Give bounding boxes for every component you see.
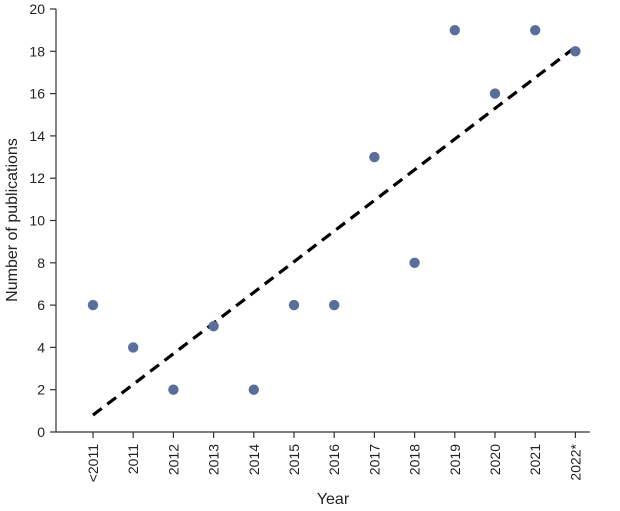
x-tick-label: 2019 <box>447 444 463 475</box>
trendline-layer <box>92 45 577 417</box>
x-tick-label: 2017 <box>366 444 382 475</box>
x-tick-label: 2014 <box>246 444 262 475</box>
x-tick-label: 2012 <box>165 444 181 475</box>
y-ticks: 0 2 4 6 8 10 12 14 16 18 20 <box>29 1 56 440</box>
y-tick-label: 6 <box>37 297 45 313</box>
y-tick-label: 8 <box>37 255 45 271</box>
data-point <box>329 299 340 311</box>
data-point <box>449 24 460 36</box>
x-tick-label: 2013 <box>206 444 222 475</box>
y-tick-label: 4 <box>37 339 45 355</box>
y-tick-label: 20 <box>29 1 45 17</box>
y-tick-label: 12 <box>29 170 45 186</box>
y-axis: 0 2 4 6 8 10 12 14 16 18 20 <box>29 1 57 440</box>
data-point <box>87 299 99 311</box>
x-axis-title: Year <box>317 491 350 508</box>
data-point <box>530 24 541 36</box>
data-point <box>248 384 259 395</box>
data-point <box>208 321 219 332</box>
y-axis-title: Number of publications <box>4 138 21 302</box>
y-tick-label: 0 <box>37 424 45 440</box>
data-point <box>570 46 581 57</box>
data-point <box>489 88 501 99</box>
x-tick-label: 2011 <box>125 444 141 474</box>
data-point <box>128 342 139 353</box>
x-tick-label: 2016 <box>326 444 342 475</box>
y-tick-label: 10 <box>29 213 45 229</box>
data-points <box>87 24 581 395</box>
data-point <box>288 299 300 311</box>
x-tick-label: 2022* <box>567 443 583 480</box>
x-tick-label: 2015 <box>286 444 302 475</box>
y-tick-label: 18 <box>29 43 45 59</box>
x-axis: <2011 2011 2012 2013 2014 2015 2016 2017 2018 201… <box>56 431 590 482</box>
trendline <box>92 45 577 417</box>
y-tick-label: 2 <box>37 382 45 398</box>
data-point <box>409 257 420 268</box>
x-tick-label: 2021 <box>527 444 543 475</box>
data-point <box>168 384 179 395</box>
x-tick-label: 2020 <box>487 444 503 475</box>
x-tick-label: <2011 <box>85 444 101 482</box>
y-tick-label: 14 <box>29 128 45 144</box>
x-ticks: <2011 2011 2012 2013 2014 2015 2016 2017 2018 201… <box>85 432 583 482</box>
x-tick-label: 2018 <box>407 444 423 475</box>
y-tick-label: 16 <box>29 86 45 102</box>
data-point <box>369 151 380 163</box>
